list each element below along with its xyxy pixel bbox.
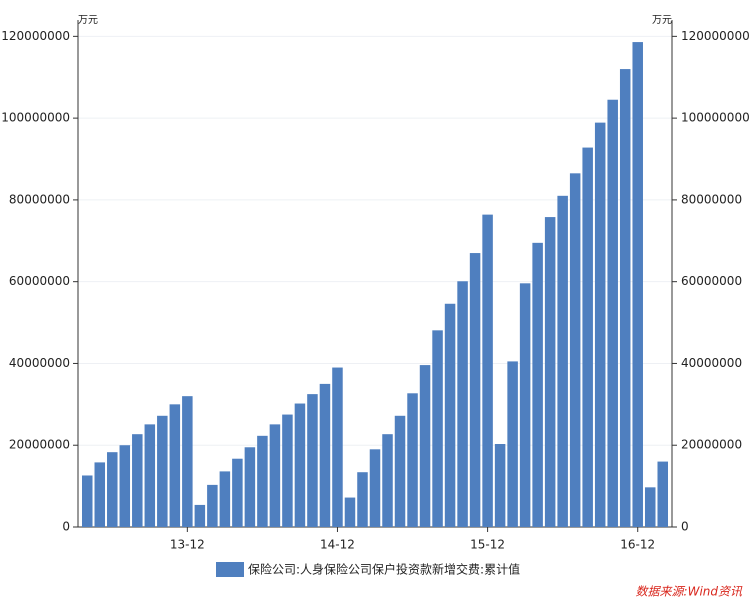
bar [394,415,406,527]
bar [607,99,618,528]
bar [169,404,181,527]
y-tick-label: 40000000 [9,356,70,370]
y2-unit: 万元 [652,15,672,26]
bar [294,403,306,527]
bar [619,69,631,527]
bar [469,253,481,527]
bar [82,475,93,527]
bar [644,487,656,527]
bar [569,173,581,528]
bar [369,449,381,527]
y2-tick-label: 60000000 [681,274,742,288]
y2-tick-label: 80000000 [681,192,742,206]
y2-tick-label: 20000000 [681,438,742,452]
bar [657,461,668,527]
y2-tick-label: 120000000 [681,29,750,43]
x-tick-label: 14-12 [320,538,355,552]
bar [407,393,418,527]
bar [494,443,506,527]
y-unit: 万元 [78,15,98,26]
bar [232,458,243,527]
y-tick-label: 0 [62,520,70,534]
bar [219,471,231,527]
y2-tick-label: 40000000 [681,356,742,370]
bar [557,195,568,527]
bar [319,383,331,527]
x-tick-label: 15-12 [470,538,505,552]
bar [419,365,431,527]
bar [269,424,281,527]
y-tick-label: 60000000 [9,274,70,288]
bar [532,242,543,528]
bar [482,214,493,528]
bar [282,414,293,527]
legend-label: 保险公司:人身保险公司保户投资款新增交费:累计值 [248,562,520,577]
y-tick-label: 20000000 [9,438,70,452]
legend-swatch [216,562,244,577]
source-note: 数据来源:Wind资讯 [636,585,743,599]
bar [507,361,518,527]
bar [132,434,143,527]
y-tick-label: 80000000 [9,192,70,206]
bar [457,281,468,527]
bar [257,435,268,527]
bar [194,504,206,527]
y2-tick-label: 0 [681,520,689,534]
bar [519,283,531,527]
bar [632,42,643,527]
bar [157,415,168,527]
y2-tick-label: 100000000 [681,111,750,125]
bar [307,394,318,527]
bar [182,396,193,527]
bar [107,452,118,527]
bar [244,447,256,527]
y-tick-label: 100000000 [1,111,70,125]
bar [432,330,443,527]
bar [332,367,343,527]
bar [344,497,356,527]
x-tick-label: 13-12 [170,538,205,552]
bar [144,424,156,527]
bar [357,472,368,527]
x-tick-label: 16-12 [620,538,655,552]
bar [382,434,393,527]
bar [582,147,593,527]
bar [444,303,456,527]
bar [119,445,131,527]
bar [544,217,556,527]
bar [94,462,106,527]
bar [207,484,218,527]
bar [594,122,606,527]
y-tick-label: 120000000 [1,29,70,43]
